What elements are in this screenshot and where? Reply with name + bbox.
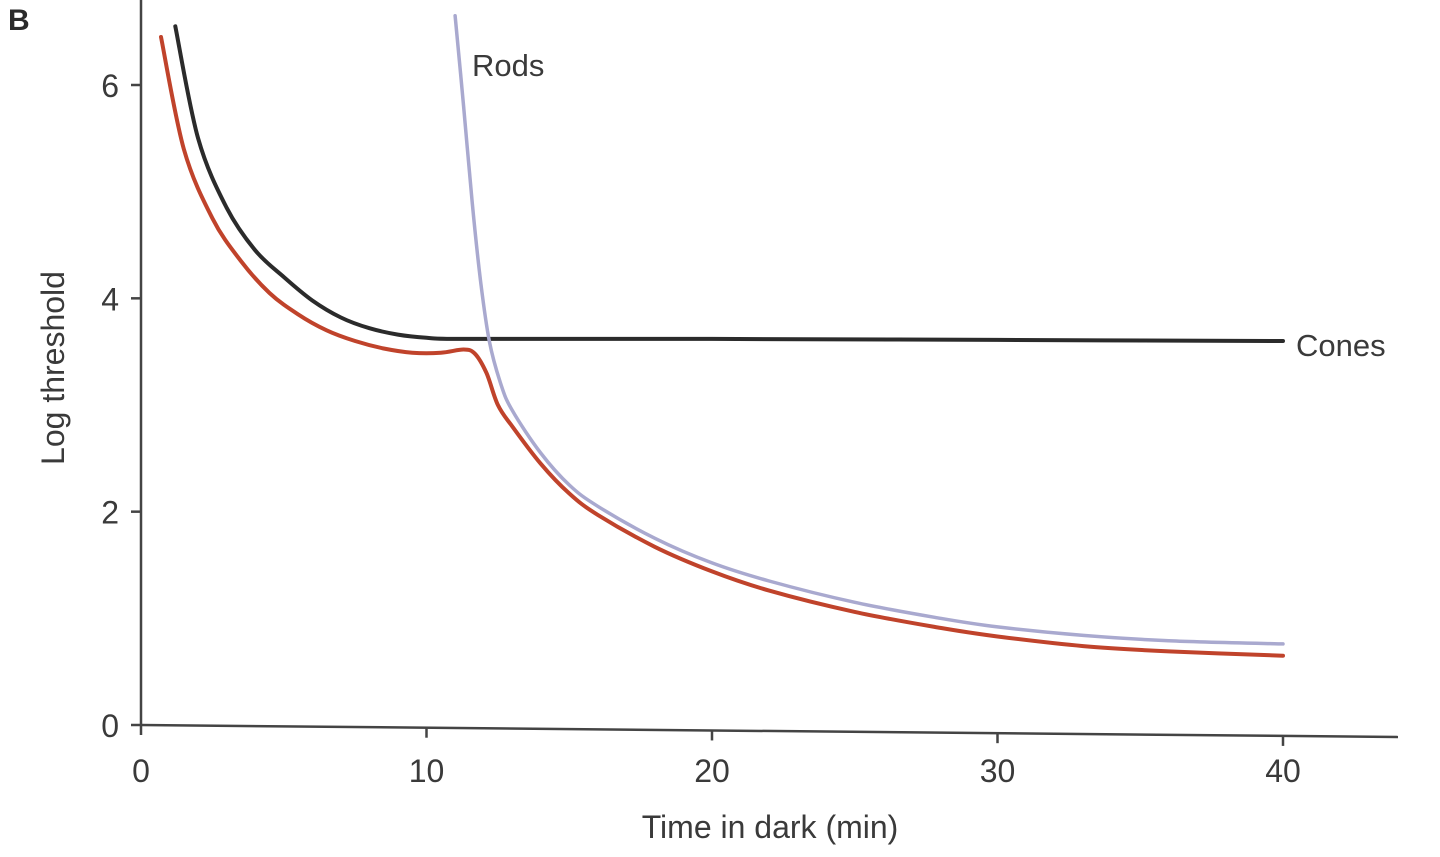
x-axis-line <box>140 723 1399 739</box>
x-ticks: 0 10 20 30 40 <box>132 725 1301 789</box>
y-tick-label-2: 2 <box>101 495 119 531</box>
series-label-cones: Cones <box>1296 328 1386 363</box>
y-axis-title: Log threshold <box>35 271 71 465</box>
y-ticks: 0 2 4 6 <box>101 68 141 744</box>
axes <box>139 0 1399 739</box>
x-axis-title: Time in dark (min) <box>642 809 899 845</box>
x-tick-label-30: 30 <box>980 753 1016 789</box>
series-layer <box>159 13 1285 658</box>
series-line-cones <box>173 24 1285 343</box>
x-tick-label-40: 40 <box>1265 753 1301 789</box>
x-tick-label-0: 0 <box>132 753 150 789</box>
y-tick-label-6: 6 <box>101 68 119 104</box>
y-tick-label-0: 0 <box>101 708 119 744</box>
series-label-rods: Rods <box>472 48 544 83</box>
x-tick-label-10: 10 <box>409 753 445 789</box>
series-line-combined <box>159 35 1285 658</box>
y-tick-label-4: 4 <box>101 281 119 317</box>
panel-label: B <box>8 4 30 37</box>
series-line-rods <box>453 13 1285 646</box>
x-tick-label-20: 20 <box>694 753 730 789</box>
